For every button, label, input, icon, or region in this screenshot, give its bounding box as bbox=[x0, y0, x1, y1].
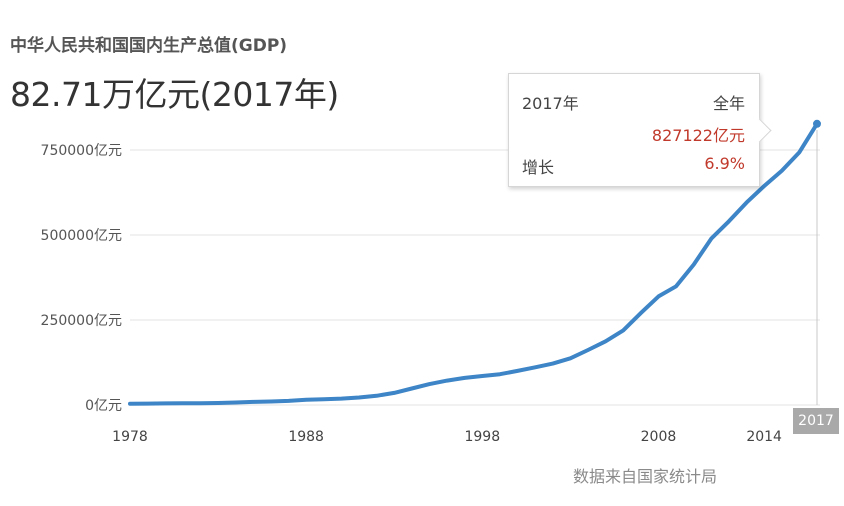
gridlines bbox=[130, 149, 820, 406]
x-tick-label: 1998 bbox=[464, 429, 500, 445]
x-tick-label: 2008 bbox=[641, 429, 677, 445]
x-tick-label: 2014 bbox=[746, 429, 782, 445]
series-layer bbox=[128, 119, 821, 406]
axis-labels: 0亿元 250000亿元 500000亿元 750000亿元 1978 1988 1998 2… bbox=[41, 143, 783, 445]
chart-subtitle: 中华人民共和国国内生产总值(GDP) bbox=[10, 36, 288, 56]
x-tick-label: 1978 bbox=[112, 429, 148, 445]
y-tick-label: 0亿元 bbox=[85, 398, 122, 414]
tooltip-growth-value: 6.9% bbox=[704, 154, 745, 173]
highlight-year-badge[interactable]: 2017 bbox=[793, 408, 839, 434]
y-tick-label: 750000亿元 bbox=[41, 143, 122, 159]
tooltip-growth-label: 增长 bbox=[522, 158, 555, 177]
tooltip-year: 2017年 bbox=[522, 94, 579, 113]
tooltip-value: 827122亿元 bbox=[651, 126, 745, 145]
tooltip-period: 全年 bbox=[712, 94, 745, 113]
y-tick-label: 250000亿元 bbox=[41, 313, 122, 329]
data-tooltip: 2017年 全年 827122亿元 增长 6.9% bbox=[508, 73, 772, 187]
gdp-series-line bbox=[128, 121, 819, 406]
x-tick-label: 1988 bbox=[288, 429, 324, 445]
y-tick-label: 500000亿元 bbox=[41, 228, 122, 244]
gdp-headline: 82.71万亿元(2017年) bbox=[10, 75, 339, 114]
highlight-point[interactable] bbox=[813, 119, 821, 128]
data-source-note: 数据来自国家统计局 bbox=[573, 467, 718, 486]
